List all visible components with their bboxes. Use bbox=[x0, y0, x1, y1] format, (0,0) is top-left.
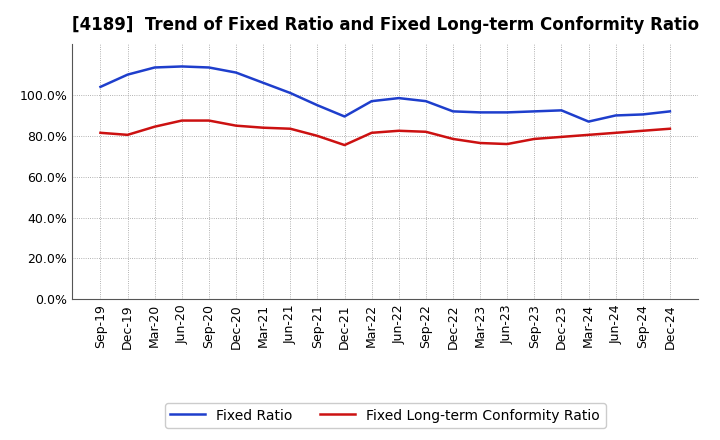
Title: [4189]  Trend of Fixed Ratio and Fixed Long-term Conformity Ratio: [4189] Trend of Fixed Ratio and Fixed Lo… bbox=[71, 16, 699, 34]
Fixed Long-term Conformity Ratio bbox=[639, 128, 647, 133]
Fixed Ratio bbox=[639, 112, 647, 117]
Fixed Long-term Conformity Ratio bbox=[395, 128, 403, 133]
Fixed Ratio bbox=[584, 119, 593, 124]
Fixed Long-term Conformity Ratio bbox=[204, 118, 213, 123]
Fixed Long-term Conformity Ratio bbox=[421, 129, 430, 135]
Line: Fixed Ratio: Fixed Ratio bbox=[101, 66, 670, 121]
Legend: Fixed Ratio, Fixed Long-term Conformity Ratio: Fixed Ratio, Fixed Long-term Conformity … bbox=[165, 403, 606, 428]
Fixed Long-term Conformity Ratio bbox=[341, 143, 349, 148]
Fixed Ratio bbox=[476, 110, 485, 115]
Fixed Long-term Conformity Ratio bbox=[503, 141, 511, 147]
Line: Fixed Long-term Conformity Ratio: Fixed Long-term Conformity Ratio bbox=[101, 121, 670, 145]
Fixed Long-term Conformity Ratio bbox=[584, 132, 593, 137]
Fixed Long-term Conformity Ratio bbox=[96, 130, 105, 136]
Fixed Long-term Conformity Ratio bbox=[557, 134, 566, 139]
Fixed Ratio bbox=[204, 65, 213, 70]
Fixed Ratio bbox=[96, 84, 105, 89]
Fixed Ratio bbox=[503, 110, 511, 115]
Fixed Long-term Conformity Ratio bbox=[665, 126, 674, 132]
Fixed Ratio bbox=[530, 109, 539, 114]
Fixed Long-term Conformity Ratio bbox=[530, 136, 539, 142]
Fixed Ratio bbox=[665, 109, 674, 114]
Fixed Ratio bbox=[449, 109, 457, 114]
Fixed Ratio bbox=[313, 103, 322, 108]
Fixed Ratio bbox=[286, 90, 294, 95]
Fixed Ratio bbox=[123, 72, 132, 77]
Fixed Long-term Conformity Ratio bbox=[367, 130, 376, 136]
Fixed Ratio bbox=[341, 114, 349, 119]
Fixed Long-term Conformity Ratio bbox=[123, 132, 132, 137]
Fixed Long-term Conformity Ratio bbox=[611, 130, 620, 136]
Fixed Ratio bbox=[150, 65, 159, 70]
Fixed Long-term Conformity Ratio bbox=[286, 126, 294, 132]
Fixed Long-term Conformity Ratio bbox=[259, 125, 268, 130]
Fixed Ratio bbox=[367, 99, 376, 104]
Fixed Ratio bbox=[232, 70, 240, 75]
Fixed Long-term Conformity Ratio bbox=[449, 136, 457, 142]
Fixed Long-term Conformity Ratio bbox=[150, 124, 159, 129]
Fixed Ratio bbox=[421, 99, 430, 104]
Fixed Ratio bbox=[557, 108, 566, 113]
Fixed Long-term Conformity Ratio bbox=[476, 140, 485, 146]
Fixed Ratio bbox=[178, 64, 186, 69]
Fixed Long-term Conformity Ratio bbox=[313, 133, 322, 139]
Fixed Long-term Conformity Ratio bbox=[178, 118, 186, 123]
Fixed Ratio bbox=[259, 80, 268, 85]
Fixed Long-term Conformity Ratio bbox=[232, 123, 240, 128]
Fixed Ratio bbox=[395, 95, 403, 101]
Fixed Ratio bbox=[611, 113, 620, 118]
